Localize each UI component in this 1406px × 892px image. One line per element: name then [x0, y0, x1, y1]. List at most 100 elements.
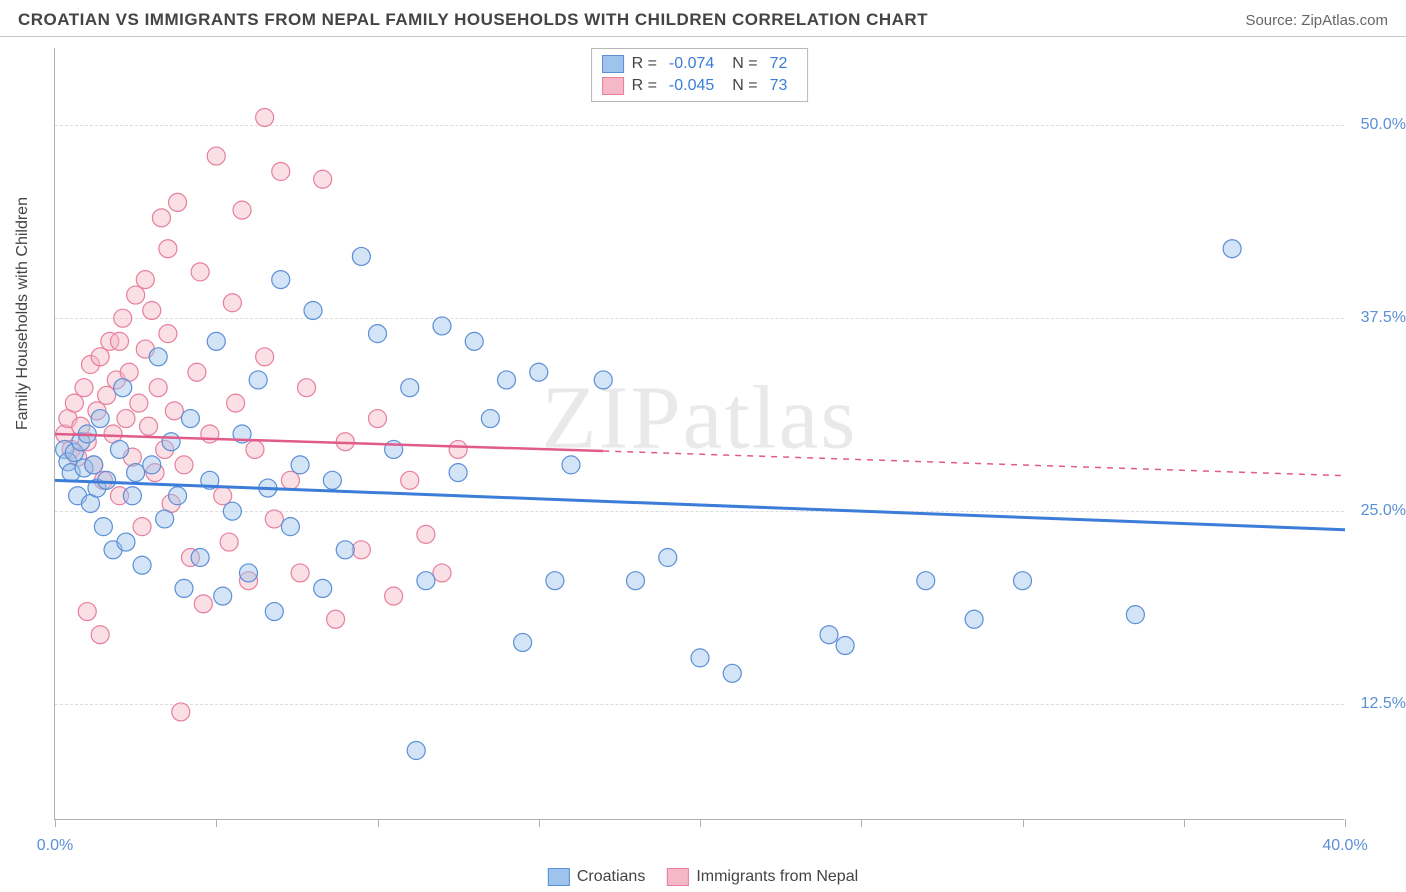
data-point — [401, 471, 419, 489]
data-point — [481, 410, 499, 428]
data-point — [156, 510, 174, 528]
data-point — [149, 348, 167, 366]
data-point — [249, 371, 267, 389]
legend-swatch — [602, 55, 624, 73]
data-point — [385, 587, 403, 605]
legend-r-value: -0.045 — [669, 77, 714, 95]
data-point — [298, 379, 316, 397]
data-point — [417, 572, 435, 590]
data-point — [304, 301, 322, 319]
data-point — [214, 487, 232, 505]
data-point — [123, 487, 141, 505]
data-point — [281, 518, 299, 536]
data-point — [111, 332, 129, 350]
data-point — [143, 301, 161, 319]
data-point — [449, 464, 467, 482]
data-point — [98, 386, 116, 404]
data-point — [165, 402, 183, 420]
legend-n-label: N = — [732, 77, 757, 95]
legend-series-label: Croatians — [577, 868, 645, 886]
data-point — [336, 541, 354, 559]
data-point — [465, 332, 483, 350]
data-point — [281, 471, 299, 489]
data-point — [562, 456, 580, 474]
data-point — [91, 626, 109, 644]
data-point — [449, 440, 467, 458]
data-point — [133, 556, 151, 574]
data-point — [94, 518, 112, 536]
data-point — [111, 440, 129, 458]
legend-correlation-row: R =-0.074N =72 — [602, 53, 798, 75]
legend-swatch — [667, 868, 689, 886]
data-point — [188, 363, 206, 381]
data-point — [127, 286, 145, 304]
legend-series-item: Croatians — [548, 868, 645, 886]
data-point — [917, 572, 935, 590]
data-point — [159, 240, 177, 258]
legend-correlation-row: R =-0.045N =73 — [602, 75, 798, 97]
data-point — [836, 637, 854, 655]
data-point — [314, 170, 332, 188]
data-point — [152, 209, 170, 227]
data-point — [175, 456, 193, 474]
data-point — [433, 317, 451, 335]
data-point — [291, 564, 309, 582]
data-point — [314, 579, 332, 597]
data-point — [175, 579, 193, 597]
data-point — [117, 533, 135, 551]
data-point — [272, 271, 290, 289]
data-point — [327, 610, 345, 628]
data-point — [594, 371, 612, 389]
data-point — [265, 510, 283, 528]
data-point — [369, 410, 387, 428]
legend-n-value: 73 — [770, 77, 788, 95]
data-point — [169, 487, 187, 505]
data-point — [1126, 606, 1144, 624]
data-point — [214, 587, 232, 605]
y-tick-label: 37.5% — [1350, 309, 1406, 327]
data-point — [417, 525, 435, 543]
data-point — [191, 549, 209, 567]
data-point — [133, 518, 151, 536]
data-point — [220, 533, 238, 551]
data-point — [159, 325, 177, 343]
y-axis-title: Family Households with Children — [14, 197, 32, 430]
legend-r-label: R = — [632, 55, 657, 73]
data-point — [117, 410, 135, 428]
trend-line-pink-dashed — [603, 451, 1345, 476]
x-tick-label: 40.0% — [1322, 837, 1367, 855]
legend-series: Croatians Immigrants from Nepal — [548, 868, 858, 886]
data-point — [127, 464, 145, 482]
y-tick-label: 50.0% — [1350, 116, 1406, 134]
data-point — [369, 325, 387, 343]
chart-title: CROATIAN VS IMMIGRANTS FROM NEPAL FAMILY… — [18, 10, 928, 30]
data-point — [114, 309, 132, 327]
data-point — [233, 201, 251, 219]
data-point — [723, 664, 741, 682]
data-point — [1223, 240, 1241, 258]
x-tick — [1023, 819, 1024, 827]
x-tick — [55, 819, 56, 827]
data-point — [546, 572, 564, 590]
data-point — [530, 363, 548, 381]
x-tick — [700, 819, 701, 827]
chart-plot-area: 12.5%25.0%37.5%50.0% 0.0%40.0% ZIPatlas … — [54, 48, 1344, 820]
data-point — [256, 108, 274, 126]
data-point — [498, 371, 516, 389]
data-point — [207, 332, 225, 350]
data-point — [65, 394, 83, 412]
data-point — [691, 649, 709, 667]
data-point — [433, 564, 451, 582]
x-tick-label: 0.0% — [37, 837, 73, 855]
data-point — [291, 456, 309, 474]
trend-line-pink-solid — [55, 434, 603, 451]
legend-series-item: Immigrants from Nepal — [667, 868, 858, 886]
legend-n-value: 72 — [770, 55, 788, 73]
data-point — [149, 379, 167, 397]
data-point — [98, 471, 116, 489]
data-point — [223, 294, 241, 312]
data-point — [401, 379, 419, 397]
data-point — [265, 603, 283, 621]
scatter-svg — [55, 48, 1344, 819]
data-point — [246, 440, 264, 458]
